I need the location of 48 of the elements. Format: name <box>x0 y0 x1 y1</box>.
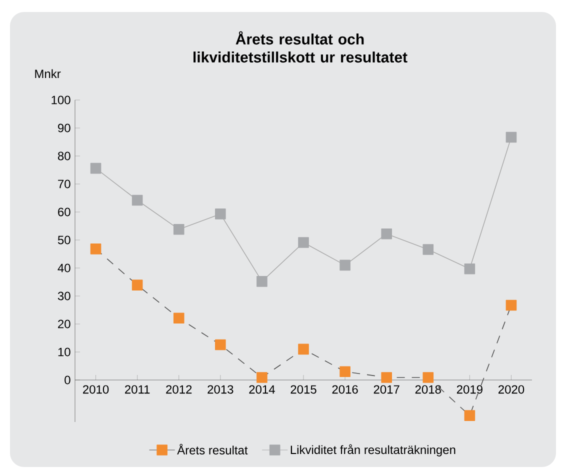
y-tick-label: 0 <box>64 376 70 384</box>
point <box>422 244 434 255</box>
x-tick-label: 2016 <box>332 385 358 394</box>
x-tick-label: 2020 <box>498 385 524 394</box>
x-tick-label: 2014 <box>249 385 275 394</box>
point <box>132 194 143 206</box>
point <box>381 372 392 383</box>
point <box>298 344 309 355</box>
x-tick-label: 2011 <box>125 385 150 394</box>
point <box>173 224 184 235</box>
y-tick-label: 50 <box>58 236 70 244</box>
point <box>381 228 392 240</box>
x-tick-label: 2013 <box>208 385 234 394</box>
y-tick-label: 60 <box>58 208 70 216</box>
point <box>256 372 268 383</box>
point <box>464 263 476 274</box>
x-tick-label: 2017 <box>374 385 400 394</box>
x-tick-label: 2010 <box>83 385 109 394</box>
x-tick-label: 2019 <box>456 385 482 394</box>
legend-label: Likviditet från resultaträkningen <box>290 444 456 456</box>
y-tick-label: 30 <box>58 292 70 300</box>
point <box>506 132 517 143</box>
y-tick-label: 20 <box>58 320 70 328</box>
x-tick-label: 2015 <box>290 385 316 394</box>
point <box>340 260 350 271</box>
point <box>173 312 184 324</box>
point <box>90 162 102 174</box>
point <box>215 339 226 350</box>
y-axis-title: Mnkr <box>35 69 61 78</box>
point <box>422 372 434 383</box>
point <box>90 244 102 254</box>
point <box>340 366 350 377</box>
point <box>506 300 517 311</box>
point <box>464 410 476 421</box>
x-tick-label: 2018 <box>415 385 441 394</box>
y-tick-label: 90 <box>58 124 70 132</box>
point <box>132 280 143 290</box>
chart-title: Årets resultat och likviditetstillskott ur resultatet <box>194 31 408 63</box>
x-tick-label: 2012 <box>166 385 192 394</box>
y-tick-label: 10 <box>58 348 70 356</box>
legend-label: Årets resultat <box>177 444 248 454</box>
point <box>298 237 309 248</box>
y-tick-label: 70 <box>58 180 70 188</box>
point <box>215 208 226 220</box>
point <box>256 276 268 287</box>
y-tick-label: 40 <box>58 264 70 272</box>
y-tick-label: 100 <box>52 96 70 104</box>
y-tick-label: 80 <box>58 152 70 160</box>
